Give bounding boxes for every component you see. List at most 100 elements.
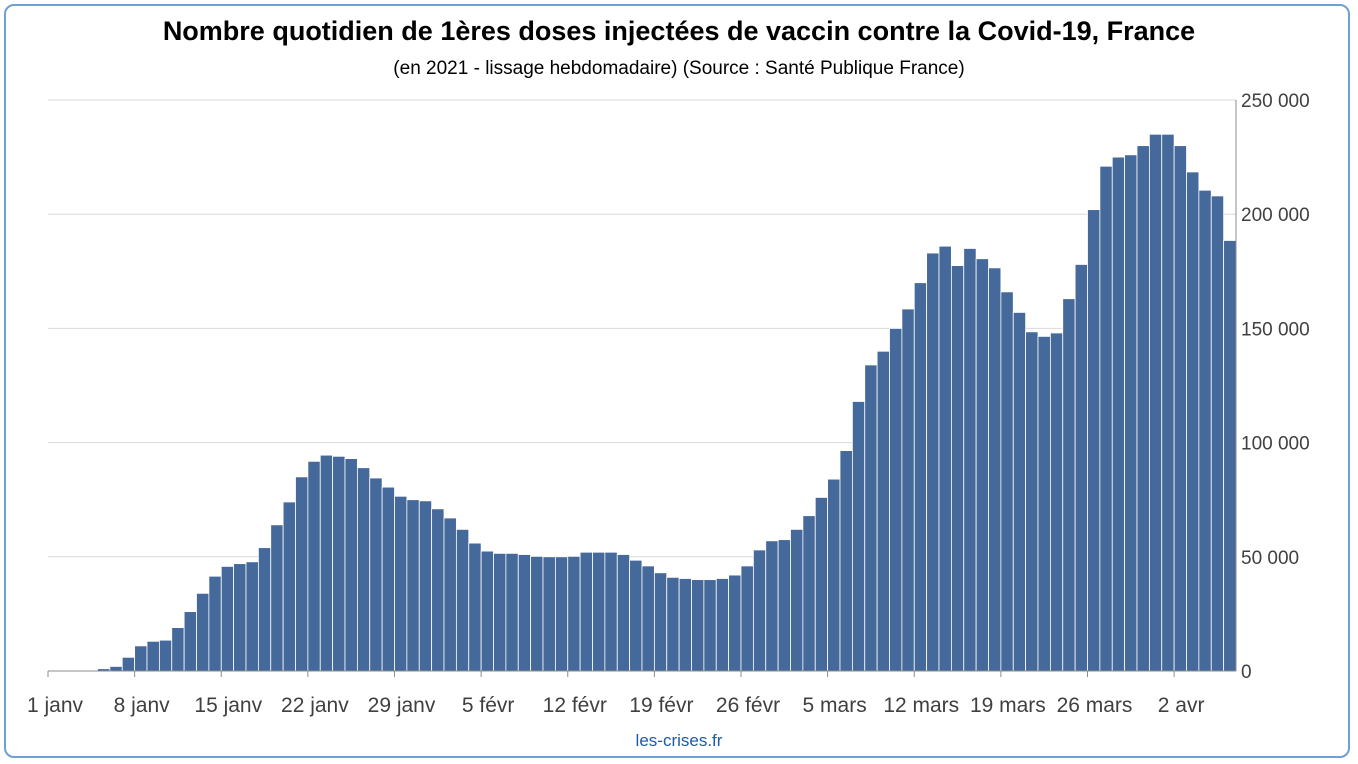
- bar: [1062, 298, 1076, 672]
- bar: [641, 565, 655, 672]
- bar: [876, 350, 890, 672]
- x-tick-label: 12 mars: [883, 694, 959, 717]
- bar: [1087, 209, 1101, 672]
- bar: [1111, 156, 1126, 672]
- axes: [47, 100, 1237, 677]
- x-tick-label: 8 janv: [114, 694, 171, 717]
- bar: [295, 476, 309, 672]
- bars: [97, 133, 1237, 672]
- bar: [1210, 195, 1225, 672]
- bar: [889, 327, 903, 672]
- bar: [208, 575, 222, 672]
- x-tick-label: 26 mars: [1057, 694, 1133, 717]
- bar: [715, 578, 730, 672]
- bar: [493, 552, 507, 672]
- x-tick-label: 5 mars: [803, 694, 867, 717]
- bar: [728, 574, 742, 672]
- bar: [752, 549, 767, 672]
- bar: [158, 639, 173, 672]
- bar: [480, 550, 494, 672]
- bar: [394, 495, 408, 672]
- bar: [851, 401, 866, 672]
- bar: [913, 282, 928, 672]
- y-tick-label: 250 000: [1241, 91, 1310, 112]
- bar: [233, 563, 247, 672]
- bar: [777, 539, 791, 672]
- bar: [839, 450, 853, 672]
- bar: [406, 499, 420, 672]
- bar: [1037, 335, 1051, 672]
- bar: [790, 528, 804, 672]
- bar: [455, 528, 470, 672]
- bar: [183, 611, 197, 672]
- bar: [134, 645, 148, 672]
- x-tick-label: 26 févr: [716, 694, 780, 717]
- bar: [257, 547, 272, 672]
- bar: [1161, 133, 1175, 672]
- bar: [567, 555, 581, 672]
- bar: [307, 460, 321, 672]
- bar: [171, 627, 185, 672]
- bar: [901, 308, 915, 672]
- bar: [542, 556, 556, 672]
- bar: [1074, 264, 1088, 672]
- bar: [220, 565, 235, 672]
- bar: [344, 458, 358, 672]
- x-tick-label: 5 févr: [462, 694, 515, 717]
- bar: [666, 576, 680, 672]
- bar: [1049, 332, 1064, 672]
- bar: [530, 555, 544, 672]
- x-tick-label: 22 janv: [281, 694, 349, 717]
- bar: [579, 551, 593, 672]
- bar: [1186, 171, 1200, 672]
- bar: [381, 486, 395, 672]
- bar: [554, 556, 569, 672]
- bar: [691, 579, 705, 672]
- bar: [1025, 331, 1039, 672]
- bar: [196, 592, 210, 672]
- bar: [1124, 154, 1138, 672]
- bar: [827, 478, 841, 672]
- x-tick-label: 19 févr: [629, 694, 693, 717]
- bar: [418, 500, 433, 672]
- bar: [616, 554, 631, 672]
- bar: [319, 454, 334, 672]
- bar: [950, 265, 965, 672]
- y-tick-label: 100 000: [1241, 434, 1310, 455]
- bar: [431, 508, 445, 672]
- source-footer: les-crises.fr: [635, 731, 723, 750]
- x-tick-labels: 1 janv 8 janv 15 janv 22 janv 29 janv 5 févr 1…: [27, 694, 1204, 717]
- bar: [938, 245, 952, 672]
- bar: [653, 572, 668, 672]
- bar: [121, 656, 136, 672]
- y-tick-label: 50 000: [1241, 548, 1299, 569]
- bar: [604, 551, 618, 672]
- bar: [926, 252, 940, 672]
- bar: [1148, 133, 1163, 672]
- bar: [1000, 291, 1014, 672]
- bar: [629, 559, 643, 672]
- x-tick-label: 15 janv: [194, 694, 262, 717]
- bar: [963, 248, 977, 672]
- bar: [765, 540, 779, 672]
- bar: [592, 551, 606, 672]
- y-tick-label: 200 000: [1241, 205, 1310, 226]
- y-tick-label: 0: [1241, 662, 1252, 683]
- bar: [975, 258, 989, 672]
- bar: [443, 517, 457, 672]
- chart-title: Nombre quotidien de 1ères doses injectée…: [162, 16, 1196, 46]
- bar: [864, 364, 878, 672]
- bar: [245, 561, 259, 672]
- bar: [146, 640, 160, 672]
- bar: [802, 515, 816, 672]
- y-tick-label: 150 000: [1241, 319, 1310, 340]
- bar: [282, 501, 296, 672]
- bar: [356, 467, 371, 672]
- bar: [814, 497, 829, 672]
- x-tick-label: 19 mars: [970, 694, 1046, 717]
- chart-subtitle: (en 2021 - lissage hebdomadaire) (Source…: [393, 58, 965, 79]
- bar: [369, 477, 383, 672]
- bar: [740, 565, 754, 672]
- bar: [270, 524, 284, 672]
